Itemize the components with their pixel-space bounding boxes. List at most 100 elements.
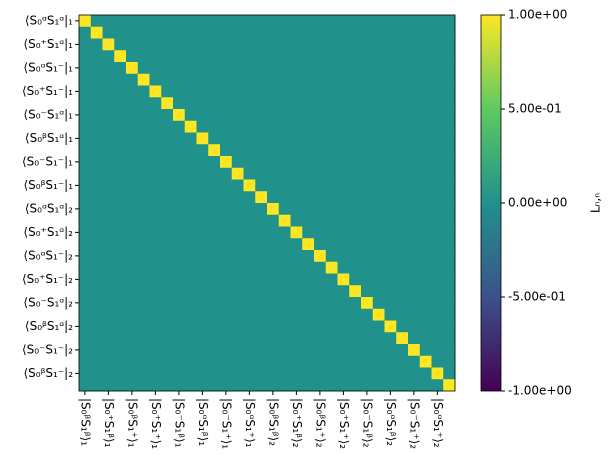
heatmap-cell bbox=[361, 273, 374, 286]
heatmap-cell bbox=[349, 179, 362, 192]
heatmap-cell bbox=[208, 250, 221, 263]
heatmap-cell bbox=[161, 344, 174, 357]
heatmap-cell bbox=[149, 355, 162, 368]
heatmap-cell bbox=[290, 226, 303, 239]
heatmap-cell bbox=[325, 132, 338, 145]
heatmap-cell bbox=[161, 367, 174, 380]
heatmap-cell bbox=[443, 320, 456, 333]
heatmap-cell bbox=[184, 273, 197, 286]
heatmap-cell bbox=[196, 167, 209, 180]
heatmap-cell bbox=[208, 15, 221, 28]
heatmap-cell bbox=[231, 132, 244, 145]
heatmap-cell bbox=[114, 85, 127, 98]
heatmap-cell bbox=[184, 167, 197, 180]
heatmap-cell bbox=[149, 261, 162, 274]
heatmap-cell bbox=[419, 297, 432, 310]
heatmap-cell bbox=[361, 156, 374, 169]
heatmap-cell bbox=[114, 203, 127, 216]
heatmap-cell bbox=[196, 38, 209, 51]
heatmap-cell bbox=[431, 15, 444, 28]
heatmap-cell bbox=[267, 320, 280, 333]
heatmap-cell bbox=[396, 109, 409, 122]
heatmap-cell bbox=[278, 226, 291, 239]
heatmap-cell bbox=[302, 132, 315, 145]
heatmap-cell bbox=[337, 226, 350, 239]
heatmap-cell bbox=[184, 344, 197, 357]
heatmap-cell bbox=[408, 15, 421, 28]
heatmap-cell bbox=[255, 38, 268, 51]
heatmap-cell bbox=[255, 332, 268, 345]
heatmap-cell bbox=[243, 38, 256, 51]
heatmap-cell bbox=[161, 132, 174, 145]
heatmap-cell bbox=[278, 214, 291, 227]
heatmap-cell bbox=[278, 15, 291, 28]
heatmap-cell bbox=[419, 285, 432, 298]
heatmap-cell bbox=[443, 344, 456, 357]
heatmap-cell bbox=[419, 50, 432, 63]
heatmap-cell bbox=[114, 26, 127, 39]
heatmap-cell bbox=[337, 367, 350, 380]
heatmap-cell bbox=[384, 73, 397, 86]
heatmap-cell bbox=[102, 132, 115, 145]
heatmap-cell bbox=[255, 167, 268, 180]
heatmap-cell bbox=[372, 191, 385, 204]
heatmap-cell bbox=[267, 26, 280, 39]
heatmap-cell bbox=[126, 85, 139, 98]
heatmap-cell bbox=[372, 308, 385, 321]
heatmap-cell bbox=[220, 132, 233, 145]
heatmap-cell bbox=[173, 344, 186, 357]
heatmap-cell bbox=[243, 144, 256, 157]
heatmap-cell bbox=[243, 15, 256, 28]
heatmap-cell bbox=[408, 261, 421, 274]
heatmap-cell bbox=[337, 156, 350, 169]
heatmap-cell bbox=[314, 297, 327, 310]
heatmap-cell bbox=[220, 297, 233, 310]
heatmap-cell bbox=[102, 226, 115, 239]
heatmap-cell bbox=[208, 332, 221, 345]
heatmap-cell bbox=[443, 38, 456, 51]
heatmap-cell bbox=[267, 50, 280, 63]
y-tick-label: ⟨S₀ᵅS₁ᵅ|₁ bbox=[25, 13, 73, 27]
heatmap-cell bbox=[90, 132, 103, 145]
heatmap-cell bbox=[220, 238, 233, 251]
heatmap-cell bbox=[196, 308, 209, 321]
heatmap-cell bbox=[325, 97, 338, 110]
x-tick-label: |S₀ᵝS₁ᵝ⟩₁ bbox=[78, 398, 92, 446]
heatmap-cell bbox=[114, 109, 127, 122]
heatmap-cell bbox=[126, 73, 139, 86]
heatmap-cell bbox=[349, 308, 362, 321]
heatmap-cell bbox=[396, 26, 409, 39]
heatmap-cell bbox=[196, 15, 209, 28]
heatmap-cell bbox=[90, 167, 103, 180]
heatmap-cell bbox=[255, 15, 268, 28]
heatmap-cell bbox=[349, 120, 362, 133]
heatmap-cell bbox=[302, 367, 315, 380]
heatmap-cell bbox=[396, 167, 409, 180]
heatmap-cell bbox=[196, 179, 209, 192]
heatmap-cell bbox=[278, 156, 291, 169]
heatmap-cell bbox=[325, 273, 338, 286]
heatmap-cell bbox=[184, 214, 197, 227]
heatmap-cell bbox=[396, 120, 409, 133]
heatmap-cell bbox=[290, 320, 303, 333]
heatmap-cell bbox=[349, 156, 362, 169]
x-tick-label: |S₀ᵝS₁⁺⟩₁ bbox=[125, 398, 139, 448]
heatmap-cell bbox=[79, 379, 92, 392]
heatmap-cell bbox=[196, 50, 209, 63]
heatmap-cell bbox=[220, 109, 233, 122]
heatmap-cell bbox=[255, 203, 268, 216]
heatmap-cell bbox=[349, 238, 362, 251]
heatmap-cell bbox=[384, 120, 397, 133]
heatmap-cell bbox=[102, 203, 115, 216]
heatmap-cell bbox=[396, 261, 409, 274]
heatmap-cell bbox=[126, 156, 139, 169]
heatmap-cell bbox=[114, 132, 127, 145]
heatmap-cell bbox=[79, 297, 92, 310]
heatmap-cell bbox=[372, 38, 385, 51]
heatmap-cell bbox=[102, 85, 115, 98]
heatmap-cell bbox=[419, 367, 432, 380]
heatmap-cell bbox=[267, 85, 280, 98]
heatmap-cell bbox=[231, 97, 244, 110]
heatmap-cell bbox=[243, 62, 256, 75]
heatmap-cell bbox=[102, 214, 115, 227]
